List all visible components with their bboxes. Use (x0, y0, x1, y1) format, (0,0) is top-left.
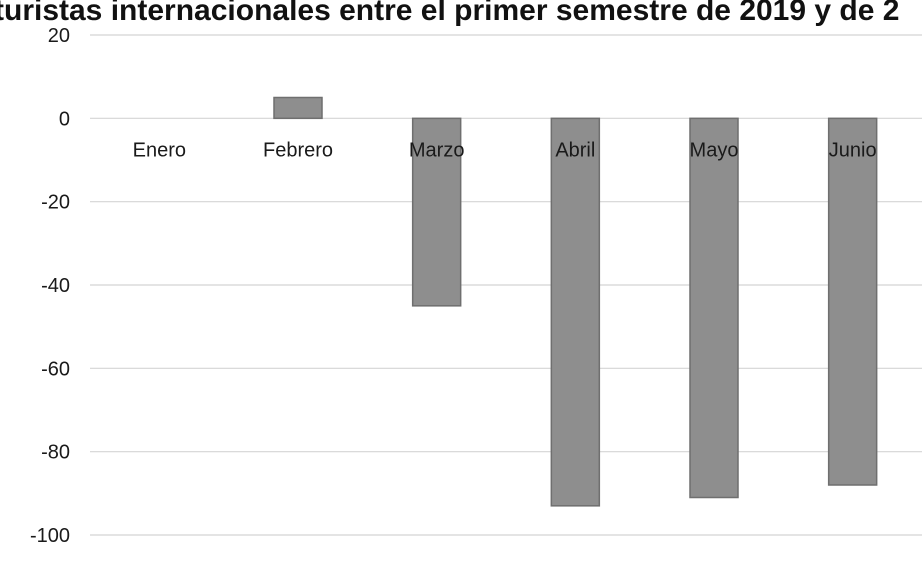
category-label-abril: Abril (555, 139, 595, 161)
category-label-marzo: Marzo (409, 139, 465, 161)
bar-mayo (689, 117, 739, 499)
grid-layer (90, 34, 922, 536)
category-label-junio: Junio (829, 139, 877, 161)
category-label-enero: Enero (133, 139, 186, 161)
bars-layer (273, 96, 878, 507)
y-tick-label: 0 (59, 108, 70, 130)
y-tick-label: 20 (48, 25, 70, 47)
y-axis: 20 0 -20 -40 -60 -80 -100 (30, 25, 70, 547)
y-tick-label: -60 (41, 358, 70, 380)
y-tick-label: -20 (41, 192, 70, 214)
bar-marzo (411, 117, 462, 307)
y-tick-label: -100 (30, 525, 70, 547)
bar-junio (827, 117, 878, 486)
bar-abril (550, 117, 601, 507)
category-label-febrero: Febrero (263, 139, 333, 161)
y-tick-label: -40 (41, 275, 70, 297)
category-label-mayo: Mayo (690, 139, 739, 161)
labels-layer: Enero Febrero Marzo Abril Mayo Junio (133, 139, 877, 161)
bar-febrero (273, 96, 323, 120)
y-tick-label: -80 (41, 442, 70, 464)
chart-title: turistas internacionales entre el primer… (0, 0, 899, 27)
